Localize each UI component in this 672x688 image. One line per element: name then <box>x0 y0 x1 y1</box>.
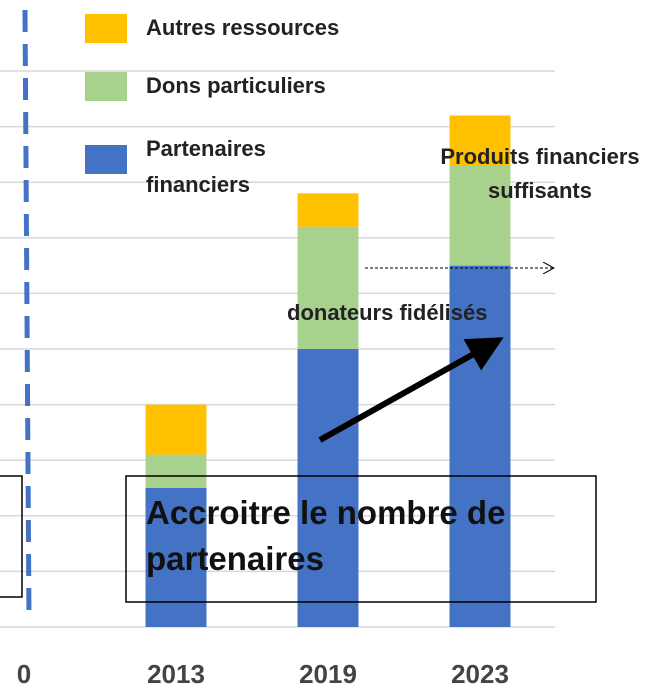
x-tick-label: 2019 <box>299 659 357 688</box>
x-tick-label: 0 <box>17 659 31 688</box>
bar-segment <box>449 115 511 166</box>
x-tick-label: 2013 <box>147 659 205 688</box>
x-tick-label: 2023 <box>451 659 509 688</box>
bar-segment <box>145 488 207 627</box>
box <box>0 475 23 598</box>
annotation: Produits financiers suffisants <box>440 144 640 203</box>
legend-label: Autres ressources <box>146 15 340 40</box>
legend-swatch <box>85 14 127 43</box>
bar-segment <box>145 404 207 455</box>
divider-line <box>22 9 32 621</box>
bar-segment <box>449 265 511 627</box>
legend-label: Dons particuliers <box>146 73 326 98</box>
annotation: donateurs fidélisés <box>287 300 488 325</box>
legend-swatch <box>85 72 127 101</box>
bar-segment <box>297 226 359 349</box>
annotation: Accroitre le nombre de partenaires <box>146 494 506 577</box>
arrow <box>318 337 504 443</box>
bar-segment <box>145 454 207 488</box>
legend-swatch <box>85 145 127 174</box>
bar-segment <box>297 349 359 627</box>
legend-label: Partenaires financiers <box>146 136 266 197</box>
bar-segment <box>297 193 359 227</box>
box <box>125 475 597 603</box>
bar-segment <box>449 165 511 266</box>
